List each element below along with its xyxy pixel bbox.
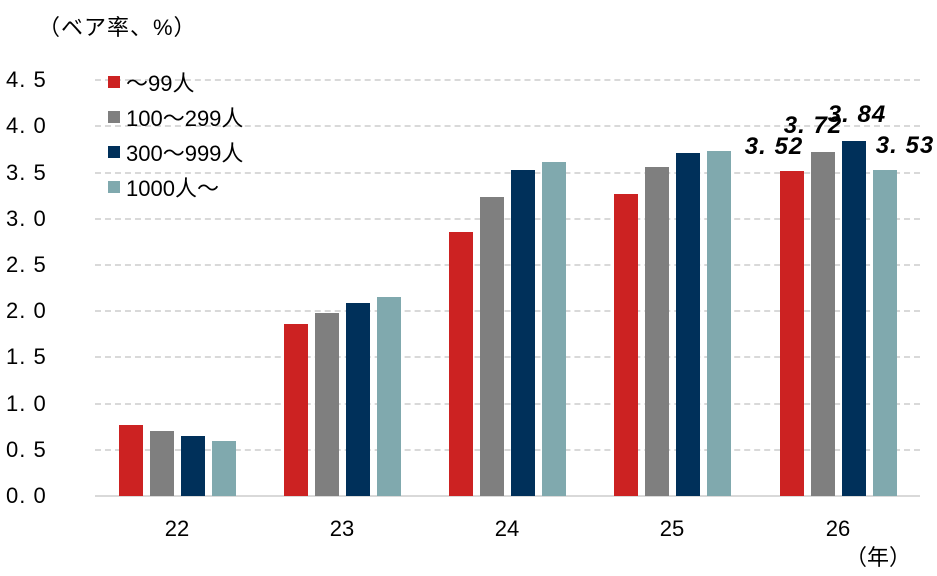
data-label: 3. 52 <box>744 132 804 160</box>
x-tick-label: 26 <box>825 516 851 541</box>
legend-label: 300～999人 <box>126 140 244 166</box>
bar <box>676 153 700 496</box>
bar <box>212 440 236 496</box>
gridline <box>95 217 920 220</box>
bar <box>150 431 174 496</box>
legend-label: ～99人 <box>126 70 195 96</box>
gridline <box>95 125 920 128</box>
y-tick-label: 3. 5 <box>6 159 47 185</box>
x-tick-label: 23 <box>329 516 355 541</box>
legend-item: 1000人～ <box>108 169 243 204</box>
legend-label: 100～299人 <box>126 105 244 131</box>
legend-swatch-icon <box>108 75 120 88</box>
bar <box>315 313 339 496</box>
legend-item: ～99人 <box>108 64 243 99</box>
data-label: 3. 84 <box>827 101 887 129</box>
legend-item: 300～999人 <box>108 134 243 169</box>
y-tick-label: 4. 5 <box>6 67 47 93</box>
bar <box>377 297 401 496</box>
y-tick-label: 1. 0 <box>6 390 47 416</box>
y-axis-title: （ベア率、%） <box>38 15 197 40</box>
bar <box>480 196 504 496</box>
y-tick-label: 4. 0 <box>6 113 47 139</box>
x-axis-line <box>95 495 920 497</box>
gridline <box>95 310 920 313</box>
legend-item: 100～299人 <box>108 99 243 134</box>
bar <box>707 151 731 496</box>
y-tick-label: 2. 5 <box>6 252 47 277</box>
bar <box>449 231 473 496</box>
y-tick-label: 0. 5 <box>6 436 47 462</box>
bar <box>873 169 897 496</box>
legend-swatch-icon <box>108 145 120 158</box>
legend: ～99人 100～299人 300～999人 1000人～ <box>108 64 243 204</box>
data-label: 3. 72 <box>783 112 843 140</box>
gridline <box>95 264 920 266</box>
gridline <box>95 448 920 451</box>
bar <box>181 435 205 496</box>
gridline <box>95 356 920 359</box>
legend-label: 1000人～ <box>126 175 219 201</box>
y-tick-label: 0. 0 <box>6 483 47 508</box>
bar <box>811 152 835 496</box>
bar <box>645 167 669 496</box>
x-tick-label: 24 <box>494 516 520 541</box>
bar <box>346 302 370 496</box>
bar <box>119 424 143 496</box>
bar <box>284 324 308 496</box>
y-tick-label: 2. 0 <box>6 298 47 324</box>
bar <box>542 161 566 496</box>
y-tick-label: 1. 5 <box>6 344 47 370</box>
bar <box>780 170 804 496</box>
x-tick-label: 22 <box>164 516 190 541</box>
gridline <box>95 79 920 82</box>
legend-swatch-icon <box>108 180 120 193</box>
bar <box>842 141 866 496</box>
legend-swatch-icon <box>108 110 120 123</box>
x-axis-title: （年） <box>845 545 912 570</box>
y-tick-label: 3. 0 <box>6 205 47 231</box>
gridline <box>95 402 920 405</box>
gridline <box>95 171 920 174</box>
data-label: 3. 53 <box>875 131 935 159</box>
x-tick-label: 25 <box>659 516 685 541</box>
bar <box>511 169 535 496</box>
bar <box>614 193 638 496</box>
